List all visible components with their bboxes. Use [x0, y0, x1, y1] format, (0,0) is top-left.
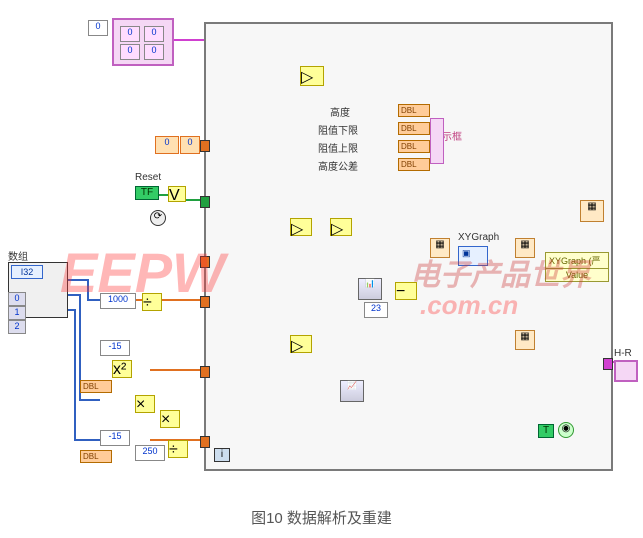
const-n15a: -15 [100, 340, 130, 356]
loop-condition-terminal: ◉ [558, 422, 574, 438]
cluster-item-0: 0 [120, 26, 140, 42]
tunnel-reset [200, 196, 210, 208]
subvi-2: 📈 [340, 380, 364, 402]
const-zero-left-b: 0 [180, 136, 200, 154]
xygraph-prop-value: Value [545, 268, 609, 282]
label-lower: 阻值下限 [318, 122, 358, 137]
idx-2: 2 [8, 320, 26, 334]
for-loop-frame [204, 22, 613, 471]
const-250: 250 [135, 445, 165, 461]
cluster-item-3: 0 [144, 44, 164, 60]
const-zero-left: 0 [155, 136, 179, 154]
divide-node-2: ÷ [168, 440, 188, 458]
build-array-2: ▦ [515, 238, 535, 258]
const-n15b: -15 [100, 430, 130, 446]
label-upper: 阻值上限 [318, 140, 358, 155]
cluster-index: 0 [88, 20, 108, 36]
cluster-constant: 0 0 0 0 [112, 18, 174, 66]
build-array-1: ▦ [430, 238, 450, 258]
tunnel-2 [200, 256, 210, 268]
select-node-top: ▷ [300, 66, 324, 86]
build-array-3: ▦ [515, 330, 535, 350]
array-type: I32 [11, 265, 43, 279]
select-node-2: ▷ [290, 335, 312, 353]
dbl-lower: DBL [398, 122, 430, 135]
cluster-item-1: 0 [144, 26, 164, 42]
hr-label: H-R [614, 348, 632, 359]
dbl-conv-1: DBL [80, 380, 112, 393]
dbl-tol: DBL [398, 158, 430, 171]
divide-node: ÷ [142, 293, 162, 311]
mult-node-1: × [135, 395, 155, 413]
bundle-right: ▦ [580, 200, 604, 222]
subvi-1: 📊 [358, 278, 382, 300]
first-call-node: ⟳ [150, 210, 166, 226]
idx-0: 0 [8, 292, 26, 306]
tunnel-3 [200, 296, 210, 308]
compare-node-1: ▷ [290, 218, 312, 236]
x2-node: x² [112, 360, 132, 378]
compare-node-2: ▷ [330, 218, 352, 236]
diagram-canvas: 0 0 0 0 0 i ▷ 高度 DBL 阻值下限 DBL 阻值上限 DBL 高… [0, 0, 643, 538]
bundle-node [430, 118, 444, 164]
loop-iteration-terminal: i [214, 448, 230, 462]
tunnel-1 [200, 140, 210, 152]
mult-node-2: × [160, 410, 180, 428]
subtract-node: − [395, 282, 417, 300]
const-23: 23 [364, 302, 388, 318]
xygraph-terminal: ▣ [458, 246, 488, 266]
or-node: V [168, 186, 186, 202]
cluster-item-2: 0 [120, 44, 140, 60]
dbl-conv-2: DBL [80, 450, 112, 463]
array-label: 数组 [8, 248, 28, 263]
tunnel-5 [200, 436, 210, 448]
dbl-upper: DBL [398, 140, 430, 153]
xygraph-label: XYGraph [458, 232, 499, 243]
label-tol: 高度公差 [318, 158, 358, 173]
label-height: 高度 [330, 104, 350, 119]
figure-caption: 图10 数据解析及重建 [0, 507, 643, 528]
reset-label: Reset [135, 172, 161, 183]
const-1000: 1000 [100, 293, 136, 309]
tunnel-out [603, 358, 613, 370]
dbl-height: DBL [398, 104, 430, 117]
true-constant: T [538, 424, 554, 438]
idx-1: 1 [8, 306, 26, 320]
reset-control[interactable]: TF [135, 186, 159, 200]
hr-terminal [614, 360, 638, 382]
tunnel-4 [200, 366, 210, 378]
